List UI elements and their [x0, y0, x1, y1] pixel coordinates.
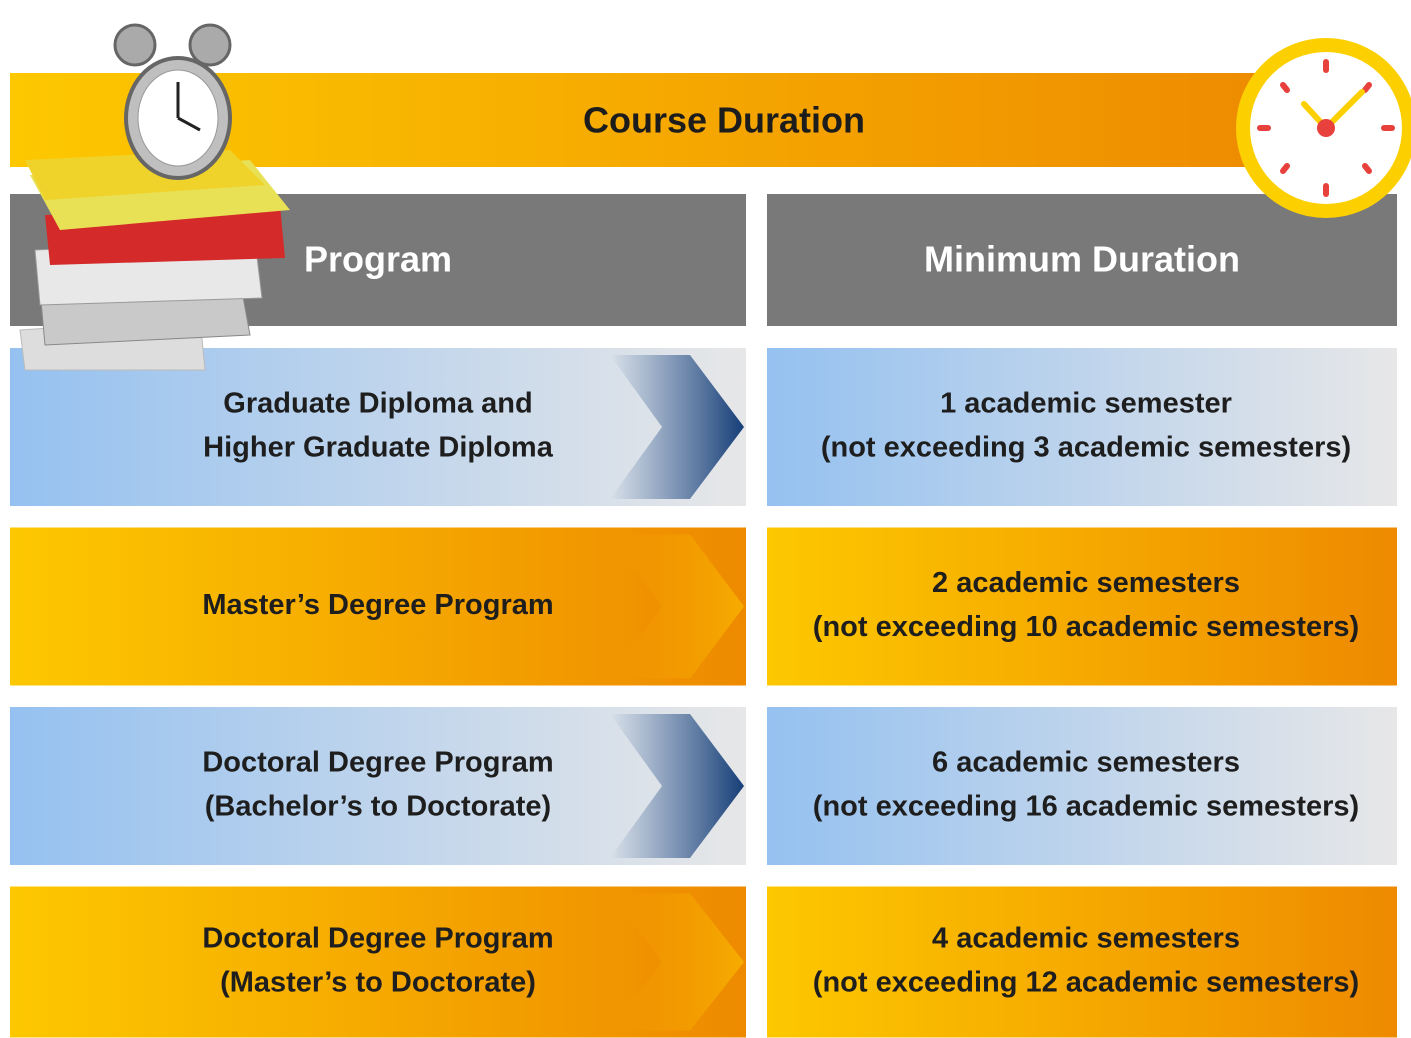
program-cell: [10, 707, 746, 865]
program-cell: [10, 348, 746, 506]
title: Course Duration: [583, 100, 865, 141]
cell-text: (not exceeding 12 academic semesters): [813, 967, 1359, 999]
cell-text: Doctoral Degree Program: [202, 923, 553, 955]
cell-text: (not exceeding 10 academic semesters): [813, 611, 1359, 643]
cell-text: (not exceeding 3 academic semesters): [821, 432, 1351, 464]
cell-text: (not exceeding 16 academic semesters): [813, 791, 1359, 823]
table: Program Minimum Duration Graduate Diploma …: [10, 194, 1397, 1038]
header-cell: [767, 194, 1397, 326]
duration-cell: [767, 707, 1397, 865]
column-header: Minimum Duration: [924, 239, 1240, 280]
cell-text: (Bachelor’s to Doctorate): [205, 791, 551, 823]
cell-text: Graduate Diploma and: [223, 388, 532, 420]
duration-cell: [767, 886, 1397, 1038]
column-header: Program: [304, 239, 452, 280]
clock-icon: [1236, 38, 1411, 218]
chevron: [610, 714, 744, 858]
books-decoration: [19, 23, 290, 371]
program-cell: [10, 527, 746, 686]
duration-cell: [767, 527, 1397, 686]
cell-text: 2 academic semesters: [932, 567, 1240, 599]
cell-text: Doctoral Degree Program: [202, 747, 553, 779]
duration-cell: [767, 348, 1397, 506]
cell-text: (Master’s to Doctorate): [220, 967, 536, 999]
cell-text: Master’s Degree Program: [202, 589, 553, 621]
chevron: [610, 355, 744, 499]
cell-text: Higher Graduate Diploma: [203, 432, 554, 464]
cell-text: 6 academic semesters: [932, 747, 1240, 779]
chevron: [610, 534, 744, 679]
cell-text: 4 academic semesters: [932, 923, 1240, 955]
chevron: [610, 893, 744, 1031]
cell-text: 1 academic semester: [940, 388, 1232, 420]
program-cell: [10, 886, 746, 1038]
